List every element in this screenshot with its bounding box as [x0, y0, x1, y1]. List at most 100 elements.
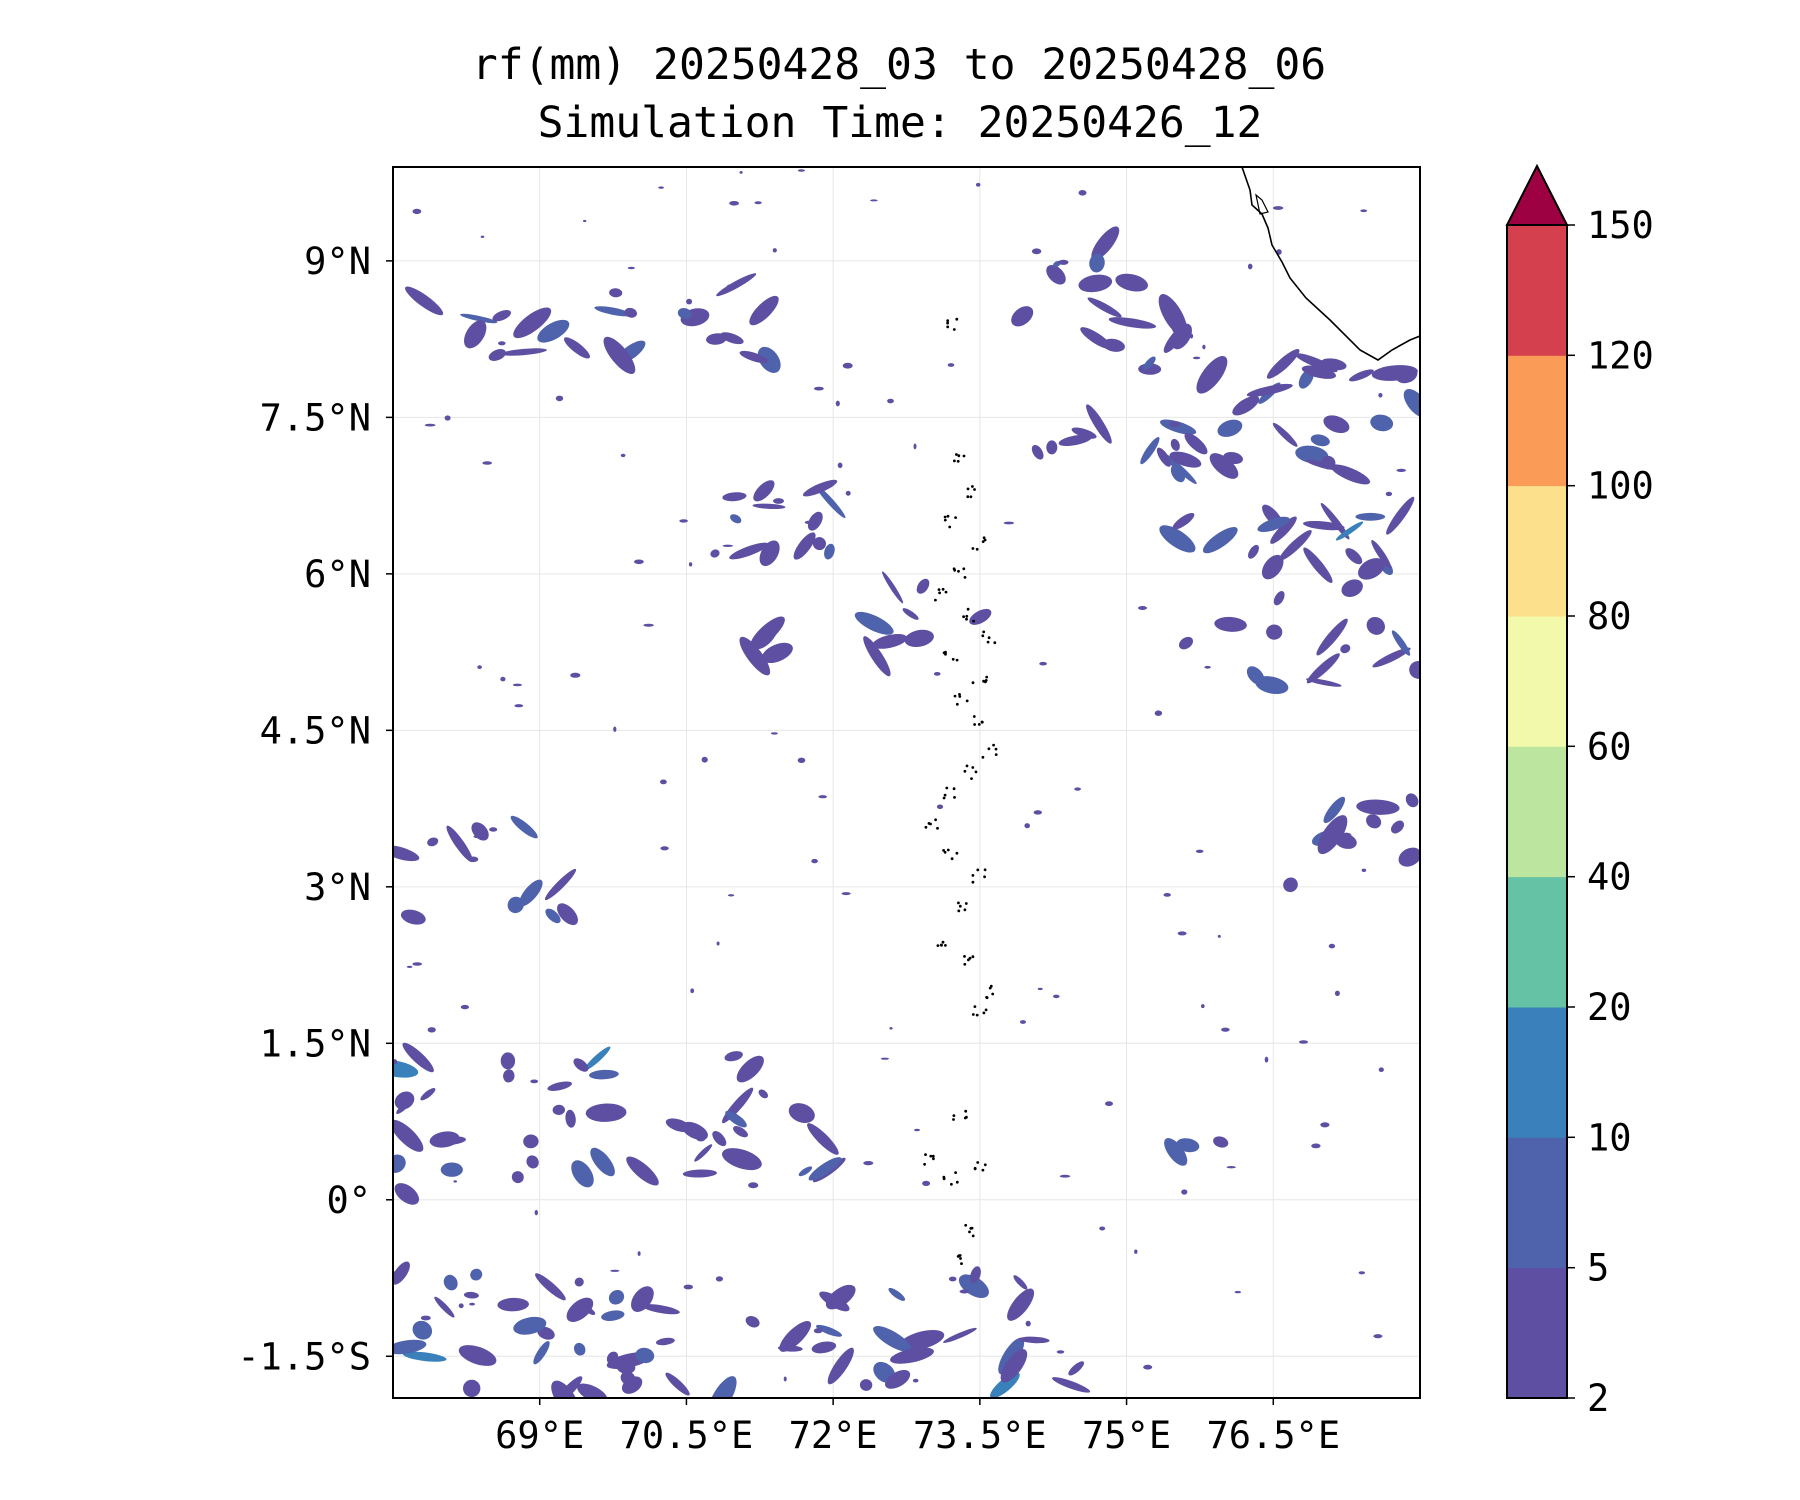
rain-cell: [427, 837, 439, 847]
rain-cell: [1317, 815, 1348, 855]
rain-cell: [1184, 433, 1208, 455]
atoll-dot: [924, 1153, 927, 1156]
atoll-dot: [963, 769, 967, 773]
rain-speck: [634, 559, 644, 565]
rain-cell: [394, 1183, 420, 1205]
atoll-dot: [971, 874, 975, 877]
rain-cell: [1217, 419, 1243, 437]
rain-speck: [842, 362, 853, 369]
rain-cell: [729, 542, 769, 560]
rain-cell: [642, 1304, 680, 1315]
rain-cell: [958, 1274, 989, 1298]
rain-cell: [589, 1069, 619, 1080]
atoll-dot: [971, 681, 975, 685]
atoll-dot: [959, 1257, 962, 1260]
rain-cell: [620, 1371, 636, 1385]
rain-speck: [512, 683, 523, 687]
atoll-dot: [965, 617, 968, 621]
atoll-dot: [946, 325, 950, 329]
rain-cell: [584, 1046, 611, 1071]
rain-cell: [507, 896, 524, 914]
rain-cell: [443, 1274, 458, 1291]
rain-cell: [1310, 434, 1330, 447]
rain-speck: [1311, 1143, 1321, 1149]
colorbar-tick-label: 150: [1587, 204, 1654, 247]
rain-speck: [1202, 344, 1206, 350]
atoll-dot: [983, 875, 986, 879]
rain-cell: [1301, 365, 1336, 379]
atoll-dot: [973, 488, 976, 491]
rain-cell: [393, 1154, 406, 1173]
rain-cell: [1089, 253, 1105, 273]
rain-cell: [1172, 512, 1195, 530]
rain-speck: [627, 266, 635, 270]
rain-cell: [513, 307, 552, 339]
rain-speck: [477, 665, 482, 669]
rain-speck: [976, 182, 981, 187]
rain-cell: [537, 319, 570, 343]
rain-cell: [526, 1155, 539, 1169]
colorbar-tick-label: 120: [1587, 334, 1654, 377]
rain-speck: [880, 1057, 890, 1060]
atoll-dot: [964, 1223, 968, 1227]
rain-cell: [811, 1341, 837, 1354]
rain-cell: [761, 642, 793, 664]
atoll-dot: [956, 459, 960, 463]
rain-cell: [733, 1126, 748, 1138]
atoll-dot: [942, 849, 945, 852]
rain-cell: [1366, 616, 1385, 635]
atoll-dot: [966, 607, 970, 611]
rain-speck: [489, 827, 498, 832]
colorbar-extend-arrow: [1505, 163, 1569, 226]
atoll-dot: [974, 770, 978, 774]
rain-cell: [1232, 395, 1260, 416]
rain-speck: [583, 219, 587, 223]
rain-cell: [1279, 530, 1312, 561]
rain-speck: [1192, 356, 1201, 360]
rain-cell: [616, 1359, 636, 1375]
atoll-dot: [964, 902, 968, 905]
rain-cell: [626, 1156, 659, 1186]
atoll-dot: [980, 720, 984, 724]
atoll-dot: [991, 992, 995, 996]
atoll-dot: [972, 619, 975, 623]
rain-cell: [1246, 666, 1265, 685]
rain-speck: [468, 856, 479, 863]
atoll-dot: [973, 1005, 977, 1008]
atoll-dot: [945, 786, 949, 790]
rain-speck: [679, 519, 688, 523]
rain-cell: [759, 540, 780, 567]
atoll-dot: [984, 679, 988, 682]
rain-speck: [690, 988, 695, 994]
rain-cell: [574, 1277, 584, 1287]
rain-cell: [754, 624, 778, 650]
rain-speck: [811, 858, 818, 864]
rain-cell: [943, 1327, 977, 1343]
atoll-dot: [981, 634, 985, 638]
rain-speck: [696, 1136, 706, 1142]
x-tick-label: 73.5°E: [913, 1414, 1047, 1457]
rain-cell: [710, 549, 720, 558]
atoll-dot: [957, 569, 960, 573]
rain-cell: [655, 1337, 675, 1346]
rain-cell: [802, 479, 838, 497]
rain-cell: [1000, 1349, 1028, 1383]
atoll-dot: [939, 943, 943, 947]
rain-cell: [492, 309, 511, 322]
atoll-dot: [986, 640, 990, 644]
rain-cell: [757, 346, 781, 373]
atoll-dot: [982, 630, 986, 634]
rain-cell: [824, 543, 835, 560]
atoll-dot: [971, 955, 975, 959]
rain-speck: [885, 1383, 892, 1386]
atoll-dot: [971, 1234, 975, 1238]
rain-cell: [519, 879, 543, 907]
rain-speck: [530, 1079, 539, 1084]
colorbar-tick-label: 80: [1587, 595, 1632, 638]
colorbar-segment-4: [1507, 746, 1567, 878]
atoll-dot: [929, 822, 932, 826]
rain-speck: [460, 1004, 469, 1010]
rain-cell: [1143, 356, 1156, 371]
rain-cell: [712, 1131, 727, 1147]
rain-cell: [1372, 647, 1411, 668]
